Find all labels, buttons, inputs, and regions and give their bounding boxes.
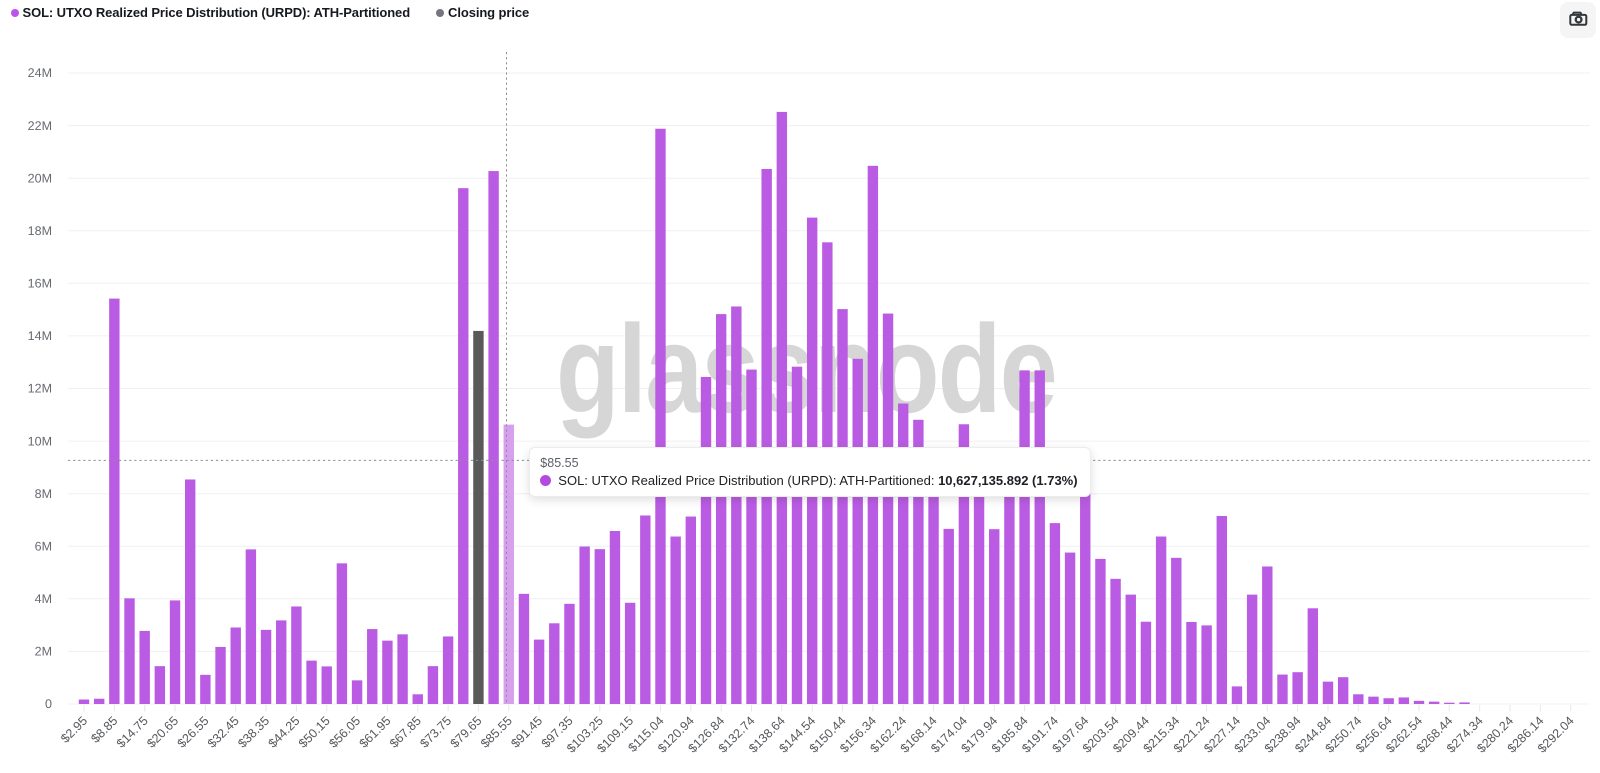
svg-text:$44.25: $44.25 [266,714,303,751]
svg-text:14M: 14M [28,329,52,343]
svg-text:$26.55: $26.55 [175,714,212,751]
svg-text:$61.95: $61.95 [357,714,394,751]
svg-text:18M: 18M [28,224,52,238]
svg-text:$67.85: $67.85 [387,714,424,751]
svg-text:$91.45: $91.45 [508,714,545,751]
svg-text:$32.45: $32.45 [205,714,242,751]
svg-text:$79.65: $79.65 [448,714,485,751]
svg-text:$14.75: $14.75 [114,714,151,751]
svg-text:$73.75: $73.75 [417,714,454,751]
svg-text:$2.95: $2.95 [58,714,90,746]
svg-text:24M: 24M [28,66,52,80]
svg-text:16M: 16M [28,277,52,291]
svg-text:12M: 12M [28,382,52,396]
svg-text:0: 0 [45,697,52,711]
svg-text:6M: 6M [35,539,52,553]
svg-text:2M: 2M [35,645,52,659]
svg-text:20M: 20M [28,171,52,185]
svg-text:8M: 8M [35,487,52,501]
svg-text:$50.15: $50.15 [296,714,333,751]
svg-text:22M: 22M [28,119,52,133]
svg-text:$56.05: $56.05 [326,714,363,751]
svg-text:$85.55: $85.55 [478,714,515,751]
svg-text:glassnode: glassnode [556,300,1056,439]
svg-text:$38.35: $38.35 [235,714,272,751]
svg-text:$20.65: $20.65 [144,714,181,751]
svg-text:10M: 10M [28,434,52,448]
svg-text:4M: 4M [35,592,52,606]
